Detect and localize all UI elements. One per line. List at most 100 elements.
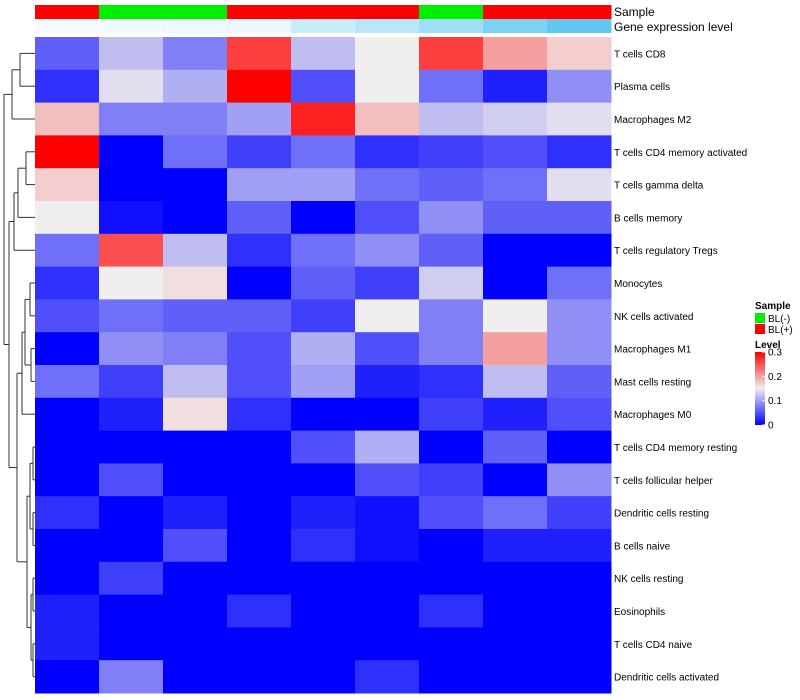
- heatmap-cell: [99, 561, 164, 596]
- heatmap-cell: [163, 332, 228, 366]
- heatmap-cell: [163, 168, 228, 202]
- heatmap-cell: [483, 561, 548, 596]
- heatmap-cell: [227, 561, 292, 596]
- heatmap-cell: [547, 397, 612, 432]
- heatmap-cell: [35, 37, 100, 71]
- annotation-tracks: [35, 5, 612, 33]
- row-label: Monocytes: [614, 279, 662, 290]
- heatmap-cell: [227, 69, 292, 104]
- heatmap-cell: [419, 365, 484, 399]
- row-label: Macrophages M2: [614, 115, 692, 126]
- heatmap-cells: [35, 37, 612, 694]
- heatmap-cell: [163, 233, 228, 268]
- row-label: T cells follicular helper: [614, 476, 713, 487]
- legend-level-title: Level: [755, 340, 781, 351]
- row-label: Mast cells resting: [614, 377, 691, 388]
- heatmap-cell: [355, 430, 420, 464]
- row-label: Macrophages M0: [614, 410, 692, 421]
- heatmap-cell: [547, 266, 612, 300]
- sample-annotation-cell: [483, 5, 548, 19]
- heatmap-cell: [483, 332, 548, 366]
- heatmap-cell: [483, 233, 548, 268]
- sample-annotation-cell: [355, 5, 420, 19]
- heatmap-cell: [355, 266, 420, 300]
- heatmap-cell: [291, 561, 356, 596]
- heatmap-cell: [227, 299, 292, 333]
- heatmap-cell: [291, 594, 356, 628]
- heatmap-cell: [547, 201, 612, 235]
- heatmap-cell: [355, 102, 420, 136]
- sample-annotation-cell: [99, 5, 164, 19]
- heatmap-cell: [163, 496, 228, 530]
- heatmap-cell: [355, 463, 420, 497]
- heatmap-cell: [99, 233, 164, 268]
- heatmap-cell: [291, 660, 356, 694]
- heatmap-cell: [291, 233, 356, 268]
- sample-annotation-cell: [227, 5, 292, 19]
- annotation-label-sample: Sample: [614, 5, 655, 19]
- heatmap-cell: [163, 561, 228, 596]
- heatmap-cell: [547, 135, 612, 169]
- heatmap-cell: [227, 496, 292, 530]
- legend-label-bl-neg: BL(-): [768, 314, 790, 325]
- heatmap-cell: [227, 168, 292, 202]
- legend: Sample BL(-) BL(+) Level 0.3 0.2 0.1 0: [755, 301, 793, 432]
- heatmap-cell: [99, 37, 164, 71]
- heatmap-cell: [35, 660, 100, 694]
- heatmap-cell: [419, 594, 484, 628]
- heatmap-cell: [547, 299, 612, 333]
- heatmap-cell: [99, 168, 164, 202]
- heatmap-cell: [35, 233, 100, 268]
- sample-annotation-cell: [419, 5, 484, 19]
- heatmap-cell: [99, 299, 164, 333]
- heatmap-cell: [483, 430, 548, 464]
- expression-annotation-cell: [483, 19, 548, 33]
- heatmap-cell: [163, 529, 228, 563]
- heatmap-cell: [291, 135, 356, 169]
- heatmap-cell: [355, 397, 420, 432]
- heatmap-cell: [291, 299, 356, 333]
- row-dendrogram: [3, 52, 35, 678]
- row-label: Dendritic cells activated: [614, 673, 719, 684]
- heatmap-cell: [547, 37, 612, 71]
- row-label: Dendritic cells resting: [614, 509, 709, 520]
- legend-color-bar: [755, 352, 765, 425]
- heatmap-cell: [419, 266, 484, 300]
- heatmap-cell: [99, 660, 164, 694]
- expression-annotation-cell: [355, 19, 420, 33]
- heatmap-cell: [99, 365, 164, 399]
- heatmap-cell: [99, 201, 164, 235]
- row-labels: T cells CD8 Plasma cells Macrophages M2 T c…: [614, 49, 747, 683]
- heatmap-cell: [227, 201, 292, 235]
- heatmap-cell: [99, 102, 164, 136]
- row-label: B cells naive: [614, 541, 671, 552]
- heatmap-cell: [355, 168, 420, 202]
- heatmap-cell: [291, 529, 356, 563]
- heatmap-cell: [35, 168, 100, 202]
- heatmap-cell: [355, 594, 420, 628]
- heatmap-cell: [419, 168, 484, 202]
- heatmap-cell: [227, 332, 292, 366]
- heatmap-cell: [35, 266, 100, 300]
- heatmap-cell: [227, 594, 292, 628]
- heatmap-cell: [163, 365, 228, 399]
- heatmap-cell: [355, 135, 420, 169]
- heatmap-cell: [227, 365, 292, 399]
- heatmap-cell: [163, 397, 228, 432]
- heatmap-cell: [291, 430, 356, 464]
- legend-swatch-bl-pos: [755, 324, 765, 334]
- heatmap-cell: [547, 69, 612, 104]
- row-label: Plasma cells: [614, 82, 670, 93]
- heatmap-cell: [227, 529, 292, 563]
- heatmap-cell: [547, 168, 612, 202]
- heatmap-cell: [291, 365, 356, 399]
- heatmap-cell: [291, 168, 356, 202]
- heatmap-cell: [291, 397, 356, 432]
- heatmap-cell: [355, 233, 420, 268]
- heatmap-cell: [547, 561, 612, 596]
- heatmap-cell: [355, 201, 420, 235]
- heatmap-cell: [483, 397, 548, 432]
- heatmap-cell: [483, 529, 548, 563]
- expression-annotation-cell: [419, 19, 484, 33]
